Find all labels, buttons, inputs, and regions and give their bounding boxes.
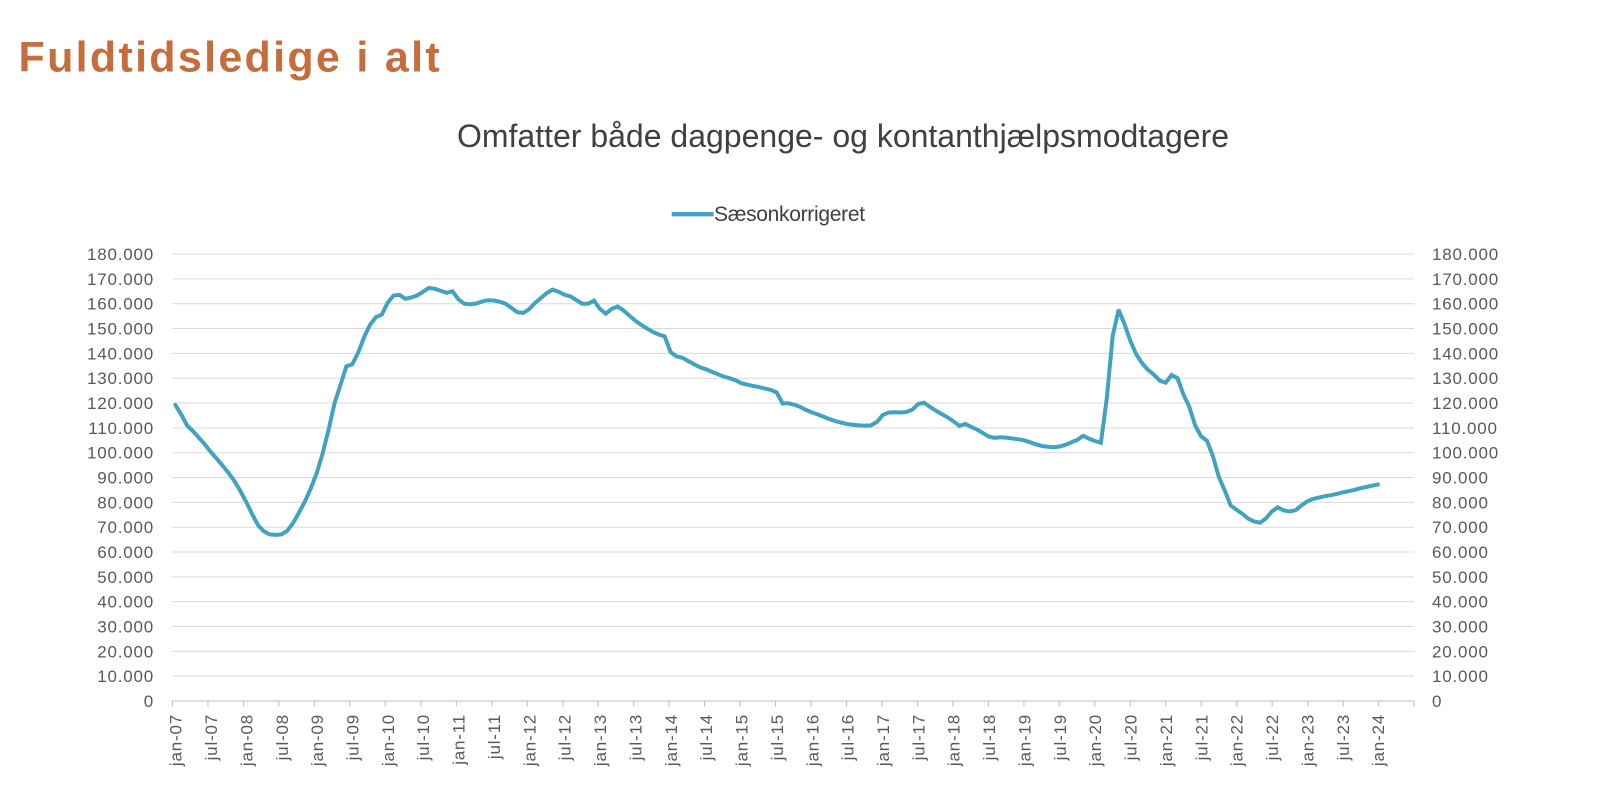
svg-text:140.000: 140.000	[1432, 344, 1499, 363]
svg-text:160.000: 160.000	[87, 295, 154, 314]
svg-text:70.000: 70.000	[97, 518, 154, 537]
svg-text:jan-22: jan-22	[1228, 714, 1247, 767]
svg-text:100.000: 100.000	[87, 444, 154, 463]
svg-text:jul-21: jul-21	[1192, 714, 1211, 761]
svg-text:jan-15: jan-15	[733, 714, 752, 767]
svg-text:50.000: 50.000	[1432, 568, 1489, 587]
svg-text:20.000: 20.000	[97, 642, 154, 661]
svg-text:130.000: 130.000	[1432, 369, 1499, 388]
svg-text:0: 0	[144, 692, 154, 711]
svg-text:20.000: 20.000	[1432, 642, 1489, 661]
svg-text:jul-13: jul-13	[626, 714, 645, 761]
svg-text:180.000: 180.000	[1432, 245, 1499, 264]
svg-text:jan-11: jan-11	[450, 714, 469, 766]
svg-text:jul-11: jul-11	[485, 714, 504, 760]
svg-text:jul-10: jul-10	[414, 714, 433, 761]
svg-text:jul-18: jul-18	[980, 714, 999, 761]
svg-text:30.000: 30.000	[1432, 618, 1489, 637]
svg-text:jan-24: jan-24	[1369, 714, 1388, 767]
svg-text:0: 0	[1432, 692, 1442, 711]
svg-text:jul-19: jul-19	[1051, 714, 1070, 761]
svg-text:110.000: 110.000	[88, 419, 154, 438]
svg-text:jul-07: jul-07	[202, 714, 221, 761]
svg-text:10.000: 10.000	[97, 667, 154, 686]
svg-text:jan-07: jan-07	[167, 714, 186, 767]
svg-text:150.000: 150.000	[1432, 320, 1499, 339]
svg-text:50.000: 50.000	[97, 568, 154, 587]
svg-text:40.000: 40.000	[1432, 593, 1489, 612]
svg-text:170.000: 170.000	[1432, 270, 1499, 289]
svg-text:jan-12: jan-12	[520, 714, 539, 767]
svg-text:Omfatter både dagpenge- og kon: Omfatter både dagpenge- og kontanthjælps…	[457, 118, 1229, 154]
svg-text:jan-09: jan-09	[308, 714, 327, 767]
svg-text:jul-22: jul-22	[1263, 714, 1282, 761]
svg-text:10.000: 10.000	[1432, 667, 1489, 686]
svg-text:150.000: 150.000	[87, 320, 154, 339]
svg-text:jul-20: jul-20	[1122, 714, 1141, 761]
svg-text:jan-19: jan-19	[1016, 714, 1035, 767]
svg-text:jul-17: jul-17	[909, 714, 928, 761]
svg-text:jan-20: jan-20	[1086, 714, 1105, 767]
svg-text:180.000: 180.000	[87, 245, 154, 264]
svg-text:130.000: 130.000	[87, 369, 154, 388]
svg-text:170.000: 170.000	[87, 270, 154, 289]
svg-text:90.000: 90.000	[1432, 469, 1489, 488]
svg-text:30.000: 30.000	[97, 618, 154, 637]
svg-text:100.000: 100.000	[1432, 444, 1499, 463]
svg-text:60.000: 60.000	[97, 543, 154, 562]
svg-text:jan-17: jan-17	[874, 714, 893, 767]
svg-text:40.000: 40.000	[97, 593, 154, 612]
svg-text:jan-14: jan-14	[662, 714, 681, 767]
svg-text:110.000: 110.000	[1432, 419, 1498, 438]
svg-text:jan-13: jan-13	[591, 714, 610, 767]
svg-text:jul-16: jul-16	[839, 714, 858, 761]
svg-text:jul-14: jul-14	[697, 714, 716, 761]
svg-text:jan-23: jan-23	[1298, 714, 1317, 767]
svg-text:jul-15: jul-15	[768, 714, 787, 761]
svg-text:jan-21: jan-21	[1157, 714, 1176, 767]
svg-text:80.000: 80.000	[97, 493, 154, 512]
svg-text:160.000: 160.000	[1432, 295, 1499, 314]
svg-text:jul-12: jul-12	[556, 714, 575, 761]
svg-text:jul-23: jul-23	[1334, 714, 1353, 761]
svg-text:140.000: 140.000	[87, 344, 154, 363]
svg-text:jan-18: jan-18	[945, 714, 964, 767]
svg-text:70.000: 70.000	[1432, 518, 1489, 537]
svg-text:jan-16: jan-16	[803, 714, 822, 767]
svg-text:jul-08: jul-08	[273, 714, 292, 761]
svg-text:120.000: 120.000	[1432, 394, 1499, 413]
svg-text:80.000: 80.000	[1432, 493, 1489, 512]
svg-text:Fuldtidsledige i alt: Fuldtidsledige i alt	[19, 34, 442, 82]
svg-text:jan-08: jan-08	[237, 714, 256, 767]
svg-text:60.000: 60.000	[1432, 543, 1489, 562]
svg-text:jan-10: jan-10	[379, 714, 398, 767]
svg-text:Sæsonkorrigeret: Sæsonkorrigeret	[714, 203, 865, 226]
svg-text:90.000: 90.000	[97, 469, 154, 488]
svg-text:jul-09: jul-09	[344, 714, 363, 761]
svg-text:120.000: 120.000	[87, 394, 154, 413]
